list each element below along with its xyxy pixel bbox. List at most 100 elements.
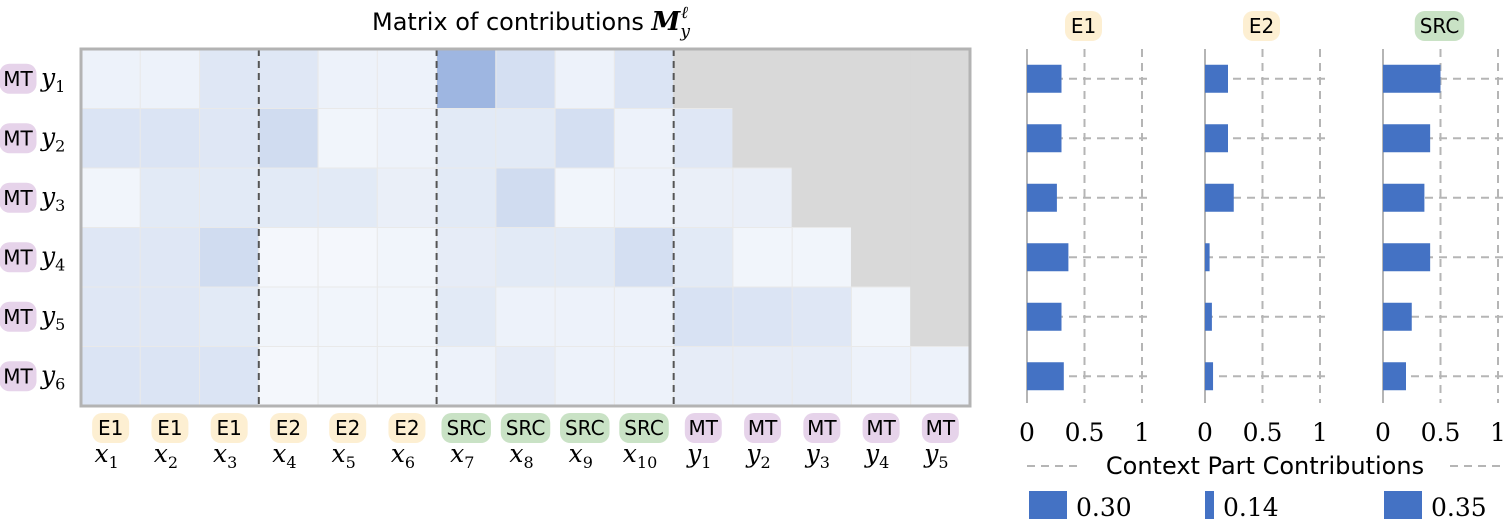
heatmap-cell-r6-c8 [495, 346, 556, 407]
tick-src-0.5: 0.5 [1421, 418, 1461, 447]
row-tag-3: MT [0, 182, 37, 213]
col-tag-11: MT [684, 413, 722, 443]
heatmap-cell-r3-c13 [791, 167, 852, 228]
col-tag-12: MT [744, 413, 782, 443]
heatmap-title-sup: ℓ [681, 3, 688, 23]
row-label-5: MT y5 [0, 301, 65, 334]
heatmap-cell-r4-c10 [613, 227, 675, 288]
heatmap-frame [79, 47, 972, 408]
row-var-2-var: y [40, 122, 56, 151]
heatmap-cell-r6-c14 [850, 346, 912, 407]
col-tag-12-text: MT [748, 416, 778, 440]
heatmap-cell-r5-c10 [613, 286, 675, 347]
heatmap-cell-r4-c5 [317, 227, 378, 288]
row-var-4: y4 [40, 241, 65, 274]
col-var-9-var: x [569, 439, 583, 468]
col-tag-10: SRC [619, 413, 669, 443]
legend: Context Part Contributions 0.30 0.14 0.35 [1027, 452, 1500, 522]
row-var-4-sub: 4 [55, 255, 65, 274]
heatmap-cell-r2-c6 [376, 108, 438, 169]
col-tag-13-text: MT [807, 416, 837, 440]
col-var-14: y4 [864, 439, 889, 472]
col-var-4-sub: 4 [286, 453, 296, 472]
col-tag-15-badge [921, 413, 959, 443]
tick-e2-1: 1 [1312, 418, 1328, 447]
heatmap-cell-r1-c13 [791, 48, 852, 109]
col-var-2-sub: 2 [168, 453, 178, 472]
row-var-1: y1 [40, 63, 65, 96]
bar-e1-y3 [1027, 183, 1057, 212]
heatmap-cell-r2-c15 [910, 108, 971, 169]
panel-header-e2-text: E2 [1249, 14, 1274, 38]
heatmap-cell-r1-c9 [554, 48, 615, 109]
col-var-3: x3 [213, 439, 237, 472]
heatmap-cell-r5-c15 [910, 286, 971, 347]
legend-item-e2: 0.14 [1205, 491, 1279, 522]
legend-swatch-src [1384, 491, 1422, 519]
heatmap-cell-r4-c8 [495, 227, 556, 288]
col-var-8-sub: 8 [523, 453, 533, 472]
bar-e2-y6 [1205, 362, 1214, 391]
row-var-5-sub: 5 [55, 315, 65, 334]
heatmap-cell-r5-c4 [258, 286, 319, 347]
tick-src-0: 0 [1375, 418, 1391, 447]
panel-header-src-text: SRC [1420, 14, 1460, 38]
bar-panel-src: SRC 0 0.5 1 [1375, 11, 1506, 447]
tick-e2-0: 0 [1197, 418, 1213, 447]
col-var-6-sub: 6 [405, 453, 415, 472]
bar-src-y6 [1383, 362, 1406, 391]
heatmap-cell-r3-c14 [850, 167, 912, 228]
legend-value-e2: 0.14 [1223, 493, 1279, 522]
row-var-1-sub: 1 [55, 77, 65, 96]
heatmap-title-text: Matrix of contributions [372, 8, 652, 36]
col-tag-5: E2 [329, 413, 367, 443]
heatmap-title-sub: y [679, 22, 690, 42]
col-var-15-var: y [923, 439, 939, 468]
col-tag-13: MT [803, 413, 841, 443]
heatmap-cell-r2-c7 [436, 108, 497, 169]
row-label-6: MT y6 [0, 360, 65, 393]
heatmap-cell-r1-c3 [199, 48, 260, 109]
heatmap-cell-r1-c11 [673, 48, 734, 109]
heatmap-cell-r2-c5 [317, 108, 378, 169]
col-var-4-var: x [272, 439, 286, 468]
col-var-14-sub: 4 [879, 453, 889, 472]
col-tag-1: E1 [92, 413, 130, 443]
heatmap-cell-r6-c6 [376, 346, 438, 407]
panel-header-src-badge [1414, 11, 1465, 41]
heatmap-cell-r4-c4 [258, 227, 319, 288]
row-tag-6-text: MT [3, 364, 33, 388]
heatmap-cell-r6-c7 [436, 346, 497, 407]
panel-header-e1-text: E1 [1071, 14, 1096, 38]
row-var-2: y2 [40, 122, 65, 155]
row-var-6-sub: 6 [55, 374, 65, 393]
row-var-1-var: y [40, 63, 56, 92]
heatmap-cell-r6-c2 [139, 346, 201, 407]
col-var-7-var: x [450, 439, 464, 468]
heatmap-cell-r5-c14 [850, 286, 912, 347]
heatmap-cell-r4-c1 [80, 227, 141, 288]
bar-e2-y5 [1205, 302, 1212, 331]
legend-swatch-e1 [1029, 491, 1067, 519]
heatmap-column-labels: E1x1E1x2E1x3E2x4E2x5E2x6SRCx7SRCx8SRCx9S… [92, 413, 959, 472]
heatmap-cell-r1-c12 [732, 48, 793, 109]
heatmap-cell-r1-c6 [376, 48, 438, 109]
bar-src-y3 [1383, 183, 1425, 212]
row-var-2-sub: 2 [55, 136, 65, 155]
heatmap-cell-r1-c5 [317, 48, 378, 109]
col-tag-5-text: E2 [335, 416, 360, 440]
heatmap-cell-r1-c7 [436, 48, 497, 109]
row-label-3: MT y3 [0, 182, 65, 215]
col-tag-7-badge [441, 413, 491, 443]
legend-value-src: 0.35 [1431, 493, 1487, 522]
heatmap-cell-r5-c13 [791, 286, 852, 347]
col-var-3-var: x [213, 439, 227, 468]
